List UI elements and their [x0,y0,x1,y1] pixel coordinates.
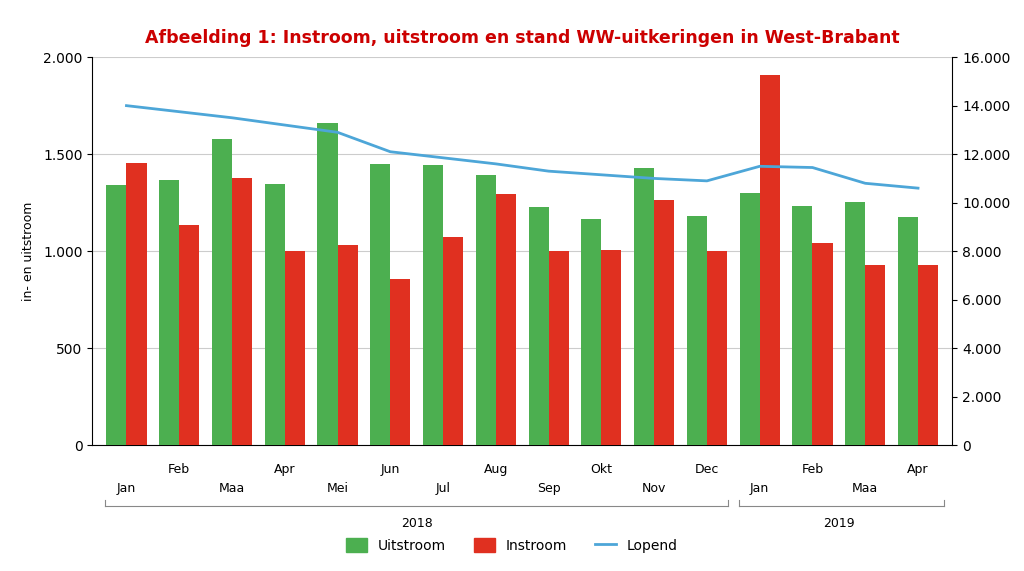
Y-axis label: in- en uitstroom: in- en uitstroom [22,202,35,301]
Bar [126,163,146,445]
Title: Afbeelding 1: Instroom, uitstroom en stand WW-uitkeringen in West-Brabant: Afbeelding 1: Instroom, uitstroom en sta… [145,29,899,47]
Bar [106,185,126,445]
Bar [285,251,305,445]
Bar [390,279,411,445]
Bar [476,175,496,445]
Bar [212,139,232,445]
Bar [760,75,779,445]
Bar [317,123,338,445]
Bar [265,184,285,445]
Bar [232,178,252,445]
Text: Feb: Feb [802,463,823,476]
Bar [707,251,727,445]
Text: Jul: Jul [435,482,451,495]
Bar [865,265,886,445]
Bar [654,200,674,445]
Text: Sep: Sep [537,482,560,495]
Text: Mei: Mei [327,482,348,495]
Text: 2018: 2018 [400,517,432,530]
Text: Apr: Apr [274,463,296,476]
Text: Jan: Jan [117,482,136,495]
Bar [528,207,549,445]
Bar [687,216,707,445]
Text: Maa: Maa [852,482,879,495]
Text: Jun: Jun [381,463,400,476]
Text: Maa: Maa [219,482,245,495]
Bar [338,246,357,445]
Text: Okt: Okt [591,463,612,476]
Bar [443,236,463,445]
Bar [423,165,443,445]
Bar [793,206,812,445]
Bar [582,219,601,445]
Text: Dec: Dec [694,463,719,476]
Bar [496,194,516,445]
Bar [634,168,654,445]
Bar [179,225,200,445]
Bar [812,243,833,445]
Bar [919,265,938,445]
Bar [371,164,390,445]
Bar [739,193,760,445]
Text: Nov: Nov [642,482,667,495]
Bar [898,218,919,445]
Text: 2019: 2019 [823,517,855,530]
Bar [601,250,622,445]
Text: Apr: Apr [907,463,929,476]
Bar [159,180,179,445]
Text: Aug: Aug [483,463,508,476]
Text: Feb: Feb [168,463,190,476]
Text: Jan: Jan [751,482,769,495]
Legend: Uitstroom, Instroom, Lopend: Uitstroom, Instroom, Lopend [341,532,683,558]
Bar [845,202,865,445]
Bar [549,251,568,445]
